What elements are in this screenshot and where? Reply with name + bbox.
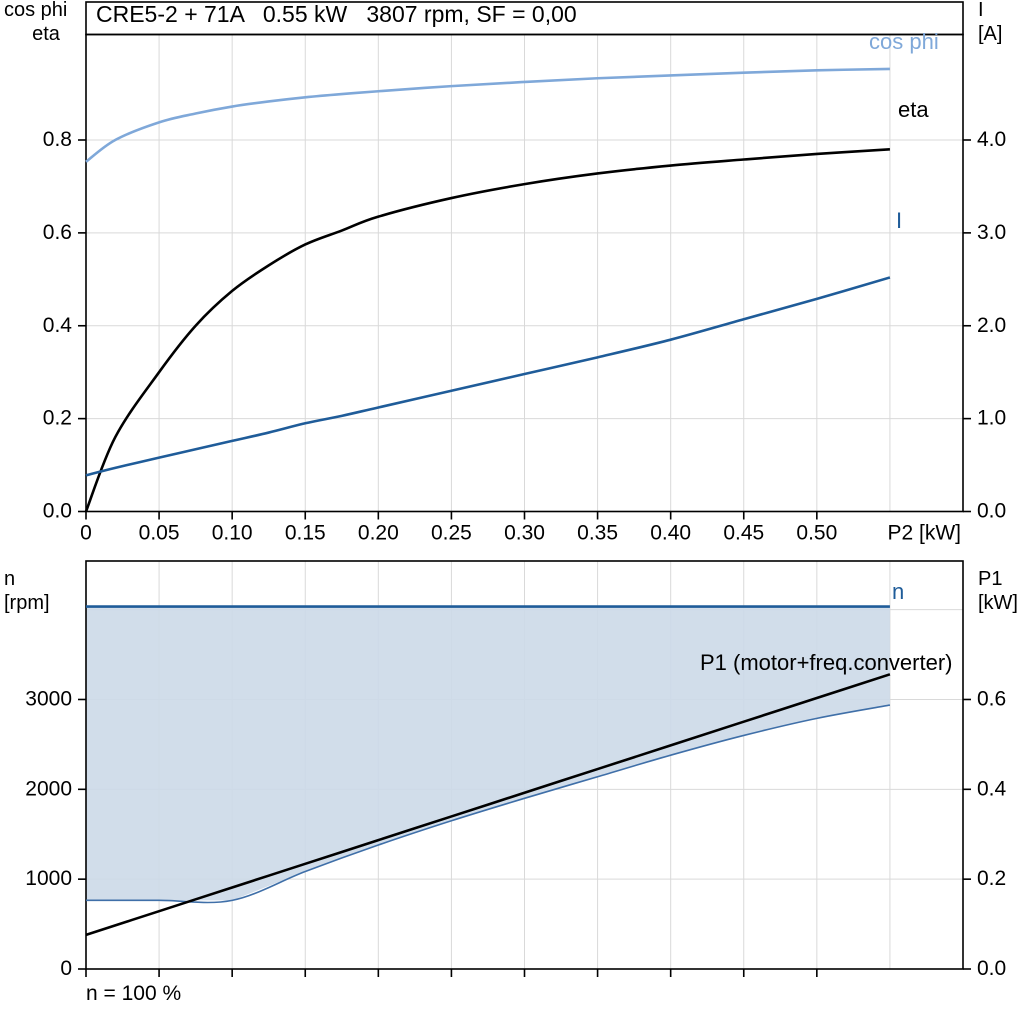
svg-text:0.2: 0.2 [977,867,1006,890]
svg-text:0.0: 0.0 [43,500,72,523]
svg-text:eta: eta [32,23,61,45]
svg-text:0.6: 0.6 [43,221,72,244]
svg-text:0.30: 0.30 [504,522,545,545]
svg-text:0.6: 0.6 [977,687,1006,710]
svg-text:[kW]: [kW] [978,592,1018,614]
svg-text:3000: 3000 [25,687,72,710]
svg-text:0.40: 0.40 [650,522,691,545]
svg-text:cos phi: cos phi [4,0,67,21]
svg-text:n: n [4,568,15,590]
svg-text:cos phi: cos phi [869,29,939,54]
svg-text:[A]: [A] [978,23,1002,45]
svg-text:0.50: 0.50 [796,522,837,545]
svg-text:I: I [896,208,902,233]
svg-text:0.45: 0.45 [723,522,764,545]
svg-text:P1 (motor+freq.converter): P1 (motor+freq.converter) [700,650,952,675]
svg-text:0.25: 0.25 [431,522,472,545]
svg-text:4.0: 4.0 [977,128,1006,151]
svg-text:n: n [892,579,904,604]
svg-text:P2 [kW]: P2 [kW] [887,522,961,545]
svg-text:n = 100 %: n = 100 % [86,982,181,1005]
svg-text:1000: 1000 [25,867,72,890]
svg-text:0.20: 0.20 [358,522,399,545]
svg-text:0.8: 0.8 [43,128,72,151]
svg-text:0.0: 0.0 [977,957,1006,980]
svg-text:0.05: 0.05 [139,522,180,545]
svg-text:1.0: 1.0 [977,407,1006,430]
svg-text:0.0: 0.0 [977,500,1006,523]
svg-text:P1: P1 [978,568,1002,590]
svg-text:2.0: 2.0 [977,314,1006,337]
svg-text:[rpm]: [rpm] [4,592,50,614]
svg-text:2000: 2000 [25,777,72,800]
svg-text:0: 0 [60,957,72,980]
svg-text:0: 0 [80,522,92,545]
svg-text:0.10: 0.10 [212,522,253,545]
svg-text:eta: eta [898,97,929,122]
svg-text:I: I [978,0,984,21]
svg-text:0.2: 0.2 [43,407,72,430]
svg-text:0.35: 0.35 [577,522,618,545]
svg-text:0.15: 0.15 [285,522,326,545]
svg-text:CRE5-2 + 71A 0.55 kW 3807: CRE5-2 + 71A 0.55 kW 3807 rpm, SF = 0,00 [96,1,577,27]
svg-text:0.4: 0.4 [43,314,73,337]
svg-text:0.4: 0.4 [977,777,1007,800]
svg-text:3.0: 3.0 [977,221,1006,244]
